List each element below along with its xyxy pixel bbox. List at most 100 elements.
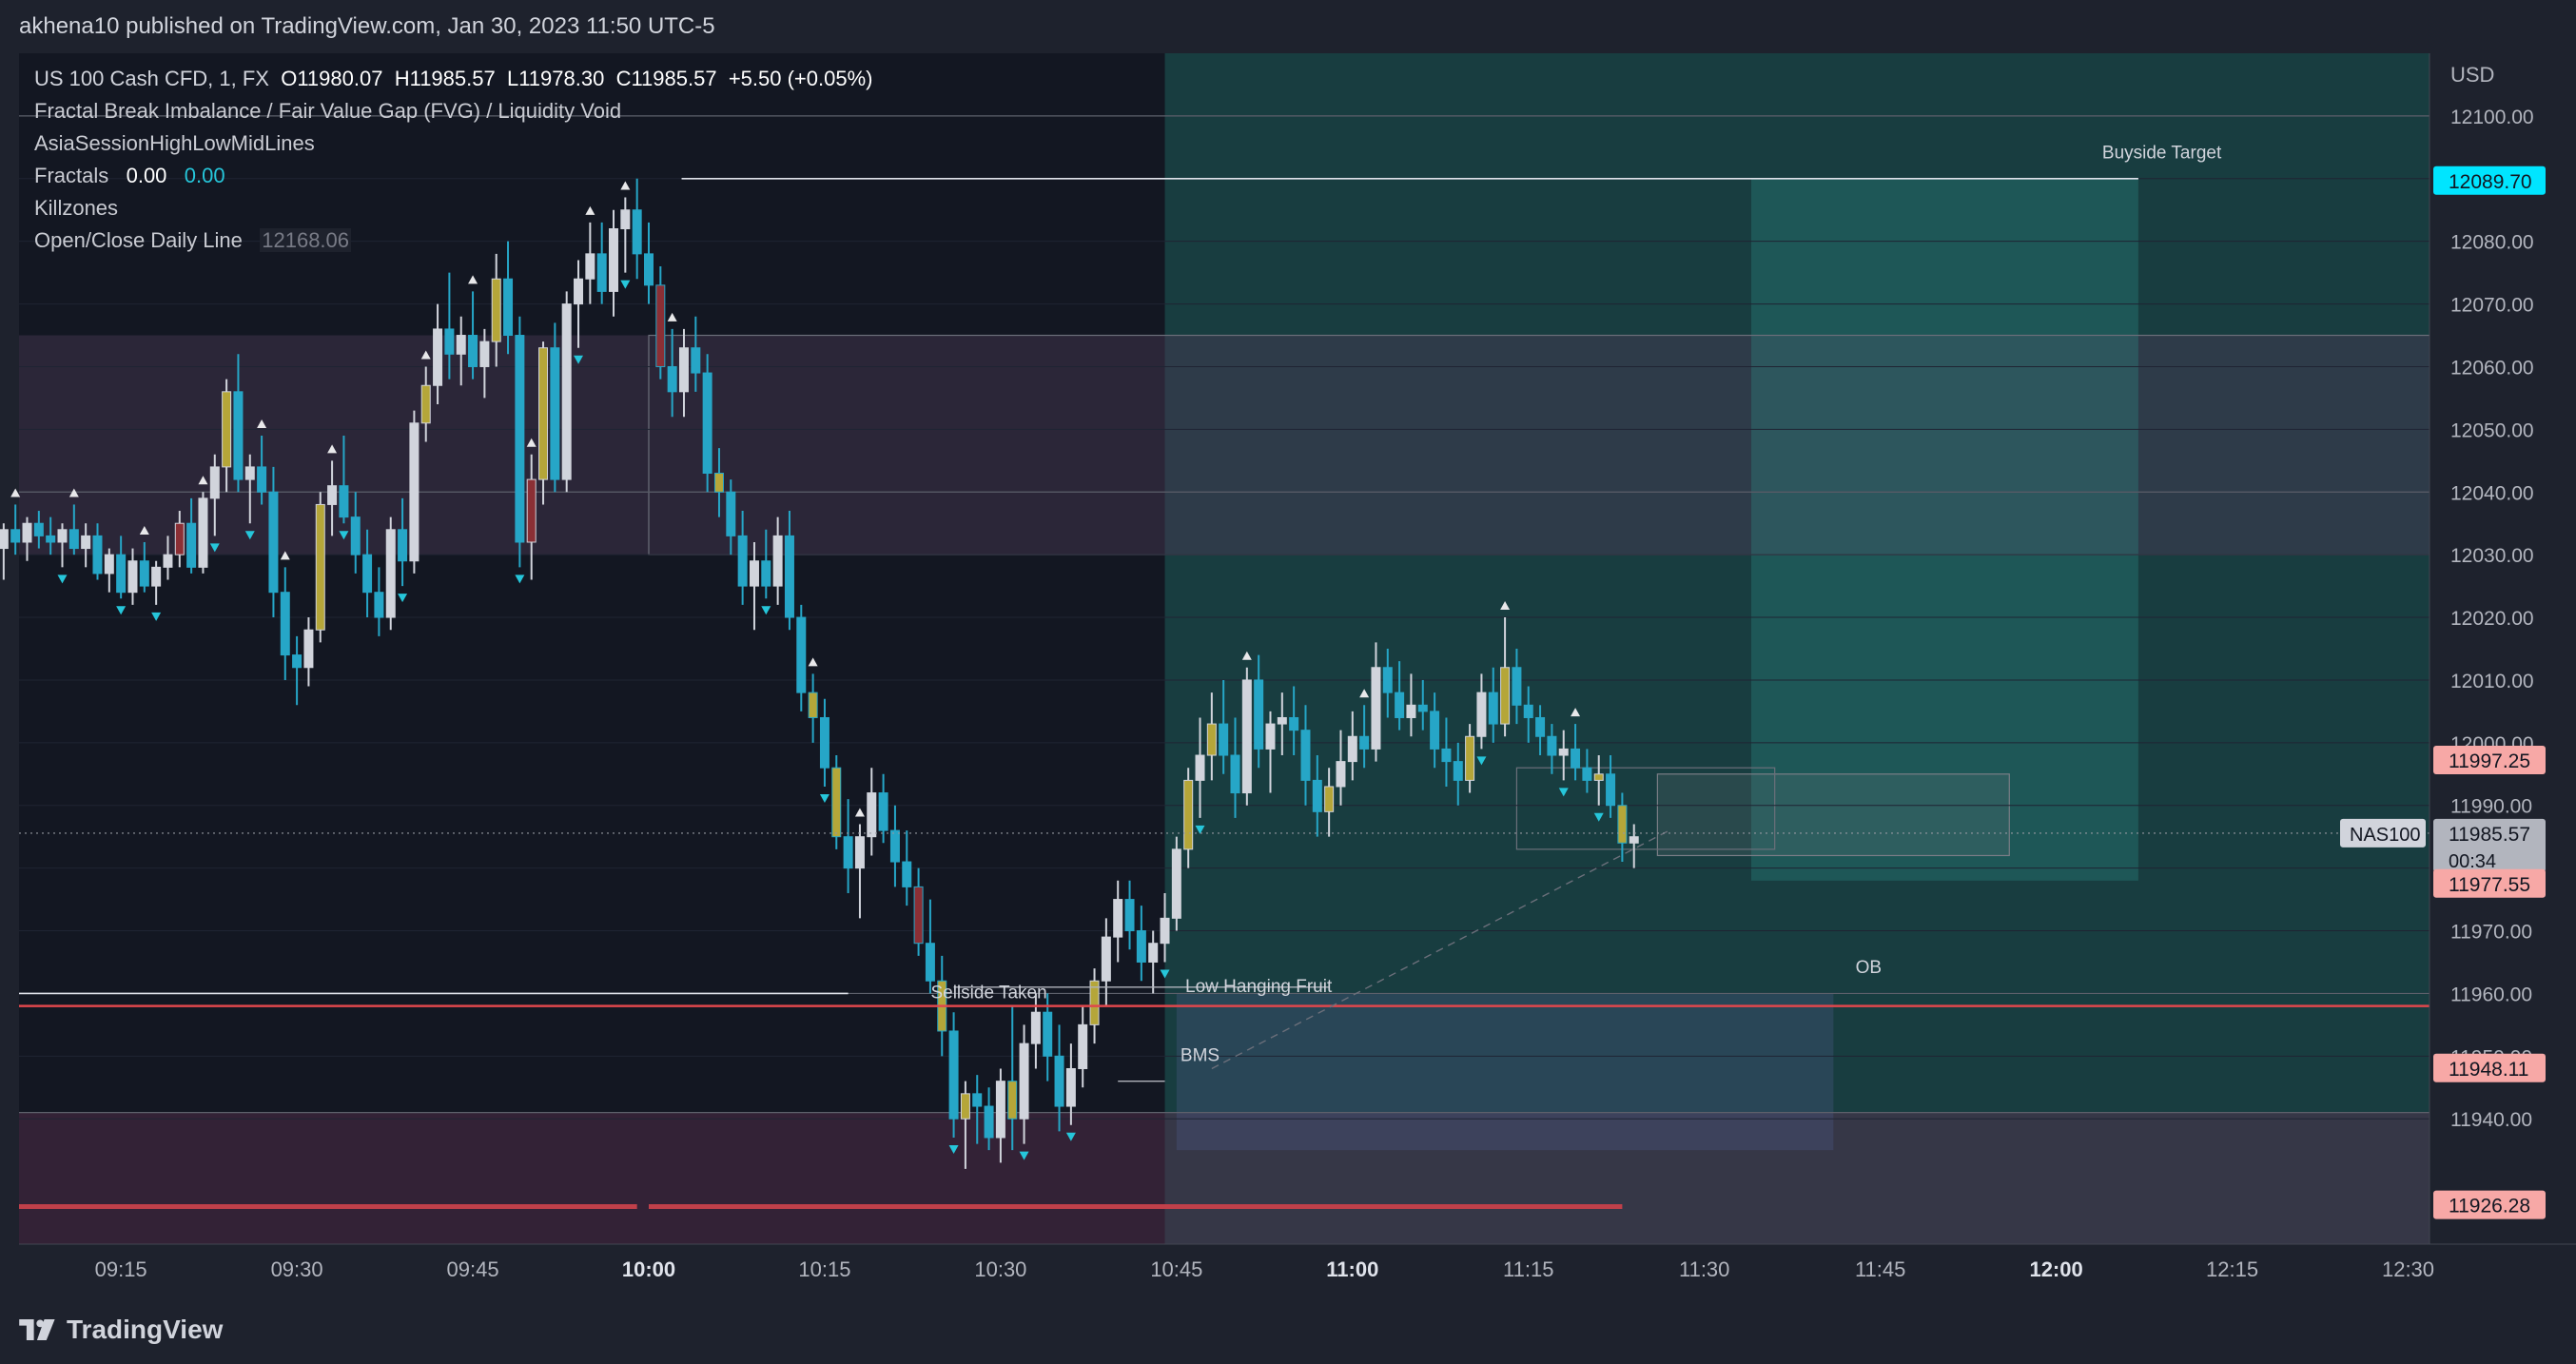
- candle[interactable]: [632, 178, 642, 280]
- candle[interactable]: [538, 341, 549, 505]
- candle[interactable]: [385, 516, 396, 631]
- candle[interactable]: [1019, 1024, 1029, 1144]
- candle[interactable]: [257, 435, 267, 505]
- candle[interactable]: [22, 516, 32, 561]
- candle[interactable]: [1160, 892, 1170, 963]
- candle[interactable]: [139, 541, 149, 593]
- candle[interactable]: [1312, 755, 1322, 837]
- candle[interactable]: [233, 354, 244, 493]
- candle[interactable]: [796, 604, 807, 711]
- candle[interactable]: [68, 504, 79, 555]
- candle[interactable]: [1300, 705, 1311, 806]
- candle[interactable]: [174, 511, 185, 568]
- candle[interactable]: [1512, 649, 1522, 725]
- candle[interactable]: [433, 303, 443, 405]
- candle[interactable]: [819, 698, 829, 787]
- candle[interactable]: [902, 830, 912, 906]
- candle[interactable]: [713, 448, 724, 517]
- candle[interactable]: [339, 435, 349, 524]
- candle[interactable]: [374, 567, 384, 636]
- candle[interactable]: [596, 222, 607, 304]
- candle[interactable]: [1136, 906, 1146, 982]
- candle[interactable]: [198, 492, 208, 574]
- tradingview-brand[interactable]: TradingView: [19, 1315, 223, 1345]
- indicator-asia-session[interactable]: AsiaSessionHighLowMidLines: [34, 131, 315, 155]
- candle[interactable]: [1065, 1043, 1076, 1125]
- candle[interactable]: [889, 805, 900, 887]
- candle[interactable]: [1183, 768, 1194, 868]
- candle[interactable]: [280, 567, 290, 680]
- candle[interactable]: [1547, 724, 1557, 774]
- candle[interactable]: [854, 824, 865, 919]
- candle[interactable]: [1617, 792, 1628, 863]
- candle[interactable]: [667, 328, 677, 418]
- candle[interactable]: [960, 1081, 970, 1169]
- candle[interactable]: [327, 460, 338, 536]
- price-axis[interactable]: [2430, 53, 2576, 1244]
- candle[interactable]: [574, 260, 584, 348]
- candle[interactable]: [609, 209, 619, 317]
- symbol-tag[interactable]: NAS100: [2340, 818, 2426, 848]
- candle[interactable]: [116, 536, 127, 599]
- candle[interactable]: [1629, 824, 1639, 868]
- candle[interactable]: [620, 197, 631, 273]
- candle[interactable]: [784, 511, 794, 631]
- candle[interactable]: [1371, 642, 1381, 762]
- candle[interactable]: [268, 466, 279, 618]
- candle[interactable]: [984, 1087, 994, 1151]
- candle[interactable]: [1336, 730, 1346, 806]
- candle[interactable]: [1113, 880, 1123, 963]
- candle[interactable]: [1465, 724, 1475, 793]
- candle[interactable]: [1430, 692, 1440, 769]
- candle[interactable]: [1535, 705, 1546, 756]
- candle[interactable]: [1171, 836, 1181, 931]
- candle[interactable]: [186, 497, 197, 574]
- candle[interactable]: [104, 548, 114, 593]
- candle[interactable]: [1254, 654, 1264, 769]
- candle[interactable]: [1195, 717, 1205, 818]
- candle[interactable]: [1124, 880, 1135, 950]
- candle[interactable]: [561, 291, 572, 493]
- candle[interactable]: [209, 454, 220, 536]
- candle[interactable]: [456, 316, 466, 386]
- candle[interactable]: [1488, 667, 1498, 743]
- candle[interactable]: [409, 410, 420, 574]
- candle[interactable]: [1558, 730, 1569, 781]
- candle[interactable]: [362, 529, 373, 618]
- candle[interactable]: [244, 454, 255, 524]
- candle[interactable]: [1523, 686, 1533, 743]
- candle[interactable]: [644, 222, 654, 304]
- price-label[interactable]: 11948.11: [2433, 1053, 2546, 1082]
- range-box-2[interactable]: [1515, 767, 1776, 850]
- candle[interactable]: [1606, 755, 1616, 818]
- candle[interactable]: [737, 511, 748, 605]
- price-label[interactable]: 11926.28: [2433, 1190, 2546, 1219]
- target-box[interactable]: [1751, 178, 2138, 881]
- candle[interactable]: [1289, 686, 1299, 756]
- candle[interactable]: [526, 454, 537, 580]
- candle[interactable]: [1219, 679, 1229, 774]
- candle[interactable]: [831, 755, 842, 849]
- candle[interactable]: [292, 635, 302, 706]
- price-label[interactable]: 12089.70: [2433, 166, 2546, 195]
- candle[interactable]: [398, 497, 408, 587]
- candle[interactable]: [843, 799, 853, 893]
- candle[interactable]: [1101, 918, 1111, 1006]
- candle[interactable]: [691, 316, 701, 392]
- candle[interactable]: [995, 1068, 1005, 1163]
- candle[interactable]: [1265, 711, 1276, 793]
- candle[interactable]: [1148, 930, 1159, 994]
- candle[interactable]: [761, 529, 771, 599]
- candle[interactable]: [33, 511, 44, 549]
- discount-zone[interactable]: [19, 1112, 2430, 1244]
- candle[interactable]: [878, 773, 888, 844]
- candle[interactable]: [702, 354, 712, 493]
- candle[interactable]: [772, 516, 783, 605]
- candle[interactable]: [503, 241, 514, 355]
- candle[interactable]: [1571, 724, 1581, 781]
- candle[interactable]: [1007, 1005, 1018, 1151]
- candle[interactable]: [1347, 711, 1357, 781]
- trend-line[interactable]: [1211, 829, 1670, 1070]
- candle[interactable]: [1359, 705, 1370, 769]
